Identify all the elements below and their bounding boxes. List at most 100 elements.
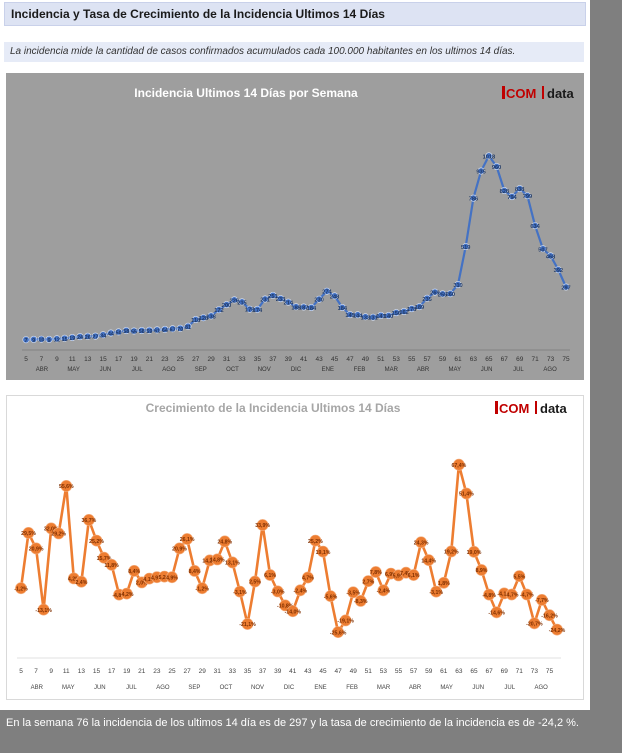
x-tick-label: 65 <box>470 668 478 675</box>
x-tick-label: 33 <box>238 356 246 363</box>
data-point <box>226 556 239 569</box>
data-point <box>469 194 477 202</box>
data-label: -21,1% <box>239 622 256 628</box>
data-point <box>423 294 431 302</box>
x-tick-label: 11 <box>69 356 76 363</box>
data-label: 14,4% <box>421 558 436 564</box>
x-tick-label: 69 <box>501 668 509 675</box>
data-label: -19,1% <box>337 619 354 625</box>
x-tick-label: 33 <box>229 668 237 675</box>
data-label: -3,1% <box>429 590 443 596</box>
month-label: AGO <box>156 685 170 691</box>
data-label: 26 <box>85 335 91 341</box>
summary-footer: En la semana 76 la incidencia de los ult… <box>0 710 590 753</box>
data-label: -4,1% <box>497 592 511 598</box>
x-tick-label: 69 <box>516 356 524 363</box>
data-point <box>513 570 526 582</box>
data-point <box>551 623 563 636</box>
month-label: MAY <box>62 685 75 691</box>
data-label: 6,9% <box>385 572 397 578</box>
month-label: OCT <box>220 685 233 691</box>
data-label: 269 <box>430 291 439 297</box>
x-tick-label: 75 <box>546 668 554 675</box>
data-label: 27 <box>92 335 98 341</box>
data-point <box>45 335 53 343</box>
x-tick-label: 29 <box>207 356 215 363</box>
data-point <box>523 192 531 200</box>
data-label: 178 <box>407 307 416 313</box>
data-point <box>332 626 344 638</box>
data-point <box>516 185 524 193</box>
data-point <box>84 332 92 340</box>
data-label: 310 <box>453 283 462 289</box>
data-point <box>385 312 393 320</box>
data-label: 794 <box>507 195 517 201</box>
data-label: 175 <box>245 308 254 314</box>
data-label: 141 <box>376 314 385 320</box>
data-point <box>75 575 88 588</box>
data-label: 19,1% <box>316 550 331 556</box>
data-point <box>475 564 488 576</box>
x-tick-label: 13 <box>78 668 86 675</box>
data-point <box>68 333 76 341</box>
data-label: 2,0% <box>136 581 148 587</box>
month-label: JUN <box>94 685 106 691</box>
data-label: 799 <box>523 194 532 200</box>
data-point <box>99 331 107 339</box>
data-label: 20,9% <box>29 547 44 553</box>
data-point <box>269 291 277 299</box>
data-point <box>60 480 73 492</box>
data-label: 4,9% <box>166 575 178 581</box>
brand-logo-divider <box>535 401 537 414</box>
x-tick-label: 23 <box>153 668 161 675</box>
data-point <box>192 316 200 324</box>
x-tick-label: 67 <box>485 668 493 675</box>
x-tick-label: 73 <box>531 668 539 675</box>
series-line <box>25 154 568 341</box>
viewer-sidebar <box>590 0 622 753</box>
data-point <box>528 617 541 630</box>
data-label: 19 <box>69 336 75 342</box>
data-label: 519 <box>461 245 470 251</box>
data-label: 138 <box>206 314 215 320</box>
data-label: 507 <box>538 247 547 253</box>
data-point <box>76 333 84 341</box>
x-tick-label: 17 <box>115 356 123 363</box>
data-label: 184 <box>307 306 317 312</box>
month-label: DIC <box>291 367 302 373</box>
month-label: ABR <box>417 367 430 373</box>
data-point <box>91 332 99 340</box>
data-point <box>98 551 110 564</box>
data-point <box>166 571 178 584</box>
x-tick-label: 51 <box>365 668 373 675</box>
month-label: AGO <box>162 367 176 373</box>
data-label: 14,2% <box>202 559 217 565</box>
growth-chart: Crecimiento de la Incidencia Ultimos 14 … <box>14 401 568 691</box>
month-label: NOV <box>258 367 271 373</box>
data-point <box>307 304 315 312</box>
data-label: 34 <box>100 333 107 339</box>
data-point <box>173 542 186 555</box>
x-tick-label: 75 <box>562 356 570 363</box>
brand-logo-suffix: data <box>540 401 568 416</box>
data-point <box>107 329 115 337</box>
data-label: -1,2% <box>14 586 28 592</box>
x-tick-label: 15 <box>93 668 101 675</box>
data-point <box>369 313 377 321</box>
data-point <box>445 545 458 558</box>
data-point <box>181 533 193 545</box>
data-point <box>169 325 177 333</box>
data-point <box>362 575 375 587</box>
data-point <box>115 328 123 336</box>
data-label: 5,5% <box>513 574 525 580</box>
data-label: -20,7% <box>526 622 543 628</box>
data-point <box>543 609 556 622</box>
month-label: AGO <box>535 685 549 691</box>
data-point <box>446 290 454 298</box>
month-label: MAY <box>440 685 453 691</box>
data-label: 5,2% <box>158 575 170 581</box>
data-point <box>122 327 130 335</box>
x-tick-label: 45 <box>331 356 339 363</box>
x-tick-label: 57 <box>423 356 431 363</box>
data-label: 24 <box>77 335 84 341</box>
